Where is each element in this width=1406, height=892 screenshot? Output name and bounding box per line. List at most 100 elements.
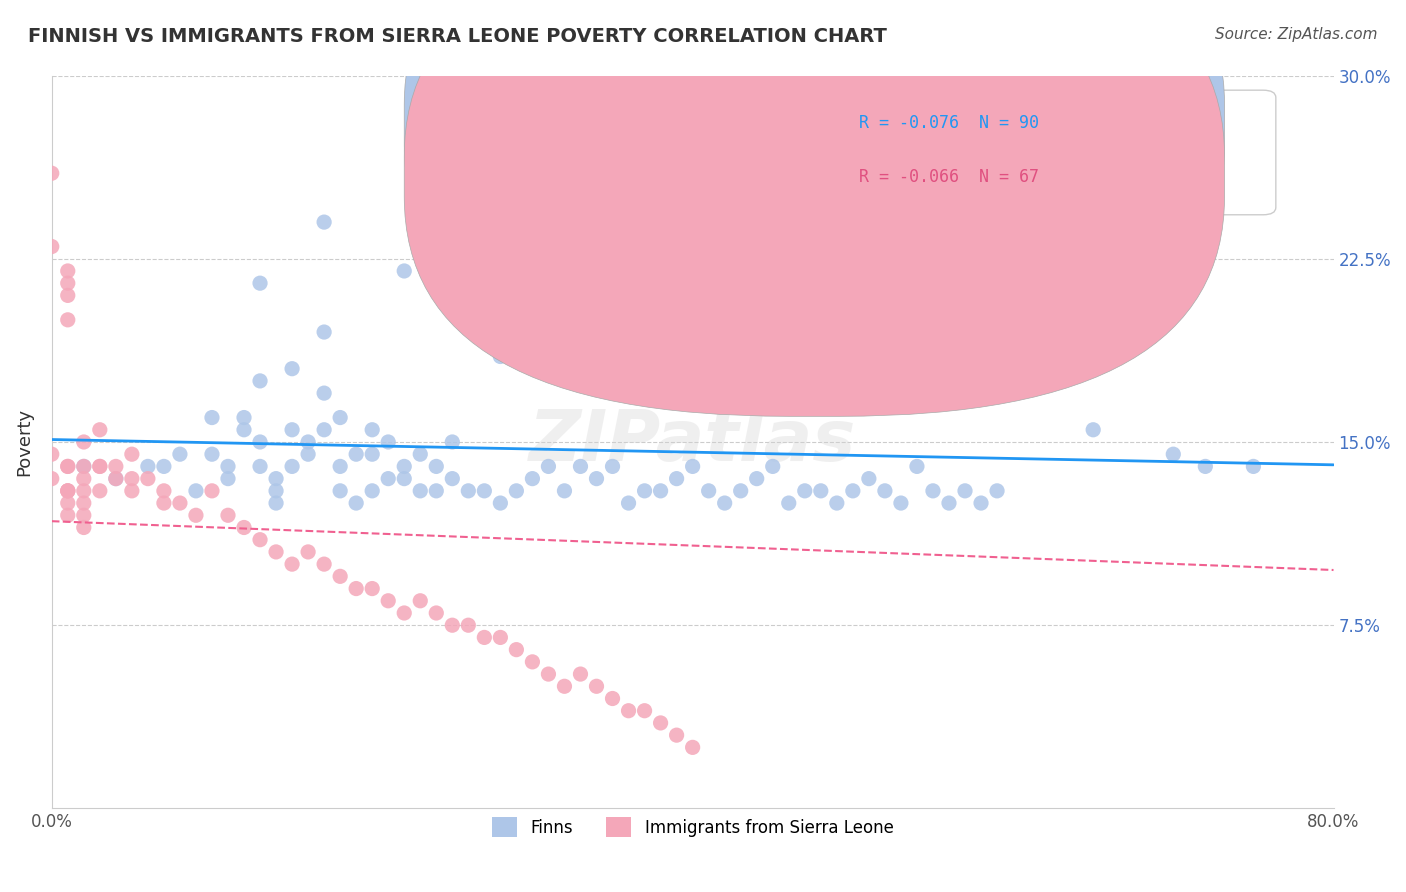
Immigrants from Sierra Leone — [56, 459, 79, 474]
Text: ZIPatlas: ZIPatlas — [529, 408, 856, 476]
Immigrants from Sierra Leone — [633, 704, 655, 718]
Immigrants from Sierra Leone — [89, 423, 111, 437]
Finns — [394, 459, 416, 474]
Immigrants from Sierra Leone — [56, 264, 79, 278]
Finns — [810, 483, 832, 498]
Immigrants from Sierra Leone — [89, 459, 111, 474]
Finns — [153, 459, 176, 474]
Immigrants from Sierra Leone — [233, 520, 256, 534]
Finns — [617, 496, 640, 510]
Finns — [344, 447, 367, 461]
Finns — [1241, 459, 1264, 474]
Finns — [1161, 447, 1184, 461]
Finns — [344, 496, 367, 510]
Finns — [778, 496, 800, 510]
Finns — [394, 472, 416, 486]
Finns — [665, 472, 688, 486]
Immigrants from Sierra Leone — [537, 667, 560, 681]
Finns — [425, 459, 447, 474]
Immigrants from Sierra Leone — [153, 496, 176, 510]
Immigrants from Sierra Leone — [602, 691, 624, 706]
Immigrants from Sierra Leone — [121, 483, 143, 498]
Immigrants from Sierra Leone — [522, 655, 544, 669]
Immigrants from Sierra Leone — [73, 459, 96, 474]
Finns — [249, 374, 271, 388]
Finns — [361, 423, 384, 437]
Finns — [457, 483, 479, 498]
Finns — [329, 483, 352, 498]
Finns — [938, 496, 960, 510]
Immigrants from Sierra Leone — [56, 459, 79, 474]
Text: R = -0.076  N = 90: R = -0.076 N = 90 — [859, 114, 1039, 132]
Immigrants from Sierra Leone — [344, 582, 367, 596]
Immigrants from Sierra Leone — [121, 447, 143, 461]
Immigrants from Sierra Leone — [56, 508, 79, 523]
Finns — [970, 496, 993, 510]
Immigrants from Sierra Leone — [249, 533, 271, 547]
Finns — [361, 483, 384, 498]
Immigrants from Sierra Leone — [169, 496, 191, 510]
Finns — [264, 472, 287, 486]
Finns — [329, 459, 352, 474]
FancyBboxPatch shape — [763, 90, 1275, 215]
Finns — [569, 459, 592, 474]
Finns — [281, 459, 304, 474]
Immigrants from Sierra Leone — [104, 472, 127, 486]
Finns — [873, 483, 896, 498]
Finns — [249, 434, 271, 449]
Finns — [537, 459, 560, 474]
Immigrants from Sierra Leone — [217, 508, 239, 523]
Immigrants from Sierra Leone — [441, 618, 464, 632]
Finns — [1083, 423, 1105, 437]
Immigrants from Sierra Leone — [89, 459, 111, 474]
Finns — [264, 483, 287, 498]
Immigrants from Sierra Leone — [56, 483, 79, 498]
Immigrants from Sierra Leone — [73, 520, 96, 534]
Finns — [136, 459, 159, 474]
Immigrants from Sierra Leone — [89, 483, 111, 498]
Immigrants from Sierra Leone — [281, 557, 304, 571]
Finns — [585, 472, 607, 486]
Finns — [281, 361, 304, 376]
Finns — [762, 459, 785, 474]
Finns — [233, 423, 256, 437]
Finns — [217, 459, 239, 474]
Finns — [394, 264, 416, 278]
Immigrants from Sierra Leone — [409, 594, 432, 608]
Immigrants from Sierra Leone — [682, 740, 704, 755]
Finns — [905, 459, 928, 474]
Immigrants from Sierra Leone — [472, 631, 495, 645]
Finns — [314, 386, 336, 401]
Finns — [264, 496, 287, 510]
Finns — [201, 447, 224, 461]
Finns — [281, 423, 304, 437]
Immigrants from Sierra Leone — [394, 606, 416, 620]
Finns — [377, 472, 399, 486]
Immigrants from Sierra Leone — [553, 679, 575, 693]
Immigrants from Sierra Leone — [264, 545, 287, 559]
Finns — [249, 276, 271, 290]
Finns — [682, 459, 704, 474]
Finns — [329, 410, 352, 425]
Immigrants from Sierra Leone — [314, 557, 336, 571]
Finns — [201, 410, 224, 425]
Immigrants from Sierra Leone — [41, 472, 63, 486]
Finns — [682, 239, 704, 253]
Immigrants from Sierra Leone — [73, 434, 96, 449]
Finns — [489, 350, 512, 364]
Finns — [842, 483, 865, 498]
Immigrants from Sierra Leone — [361, 582, 384, 596]
Finns — [713, 496, 735, 510]
Immigrants from Sierra Leone — [56, 276, 79, 290]
Finns — [441, 434, 464, 449]
Immigrants from Sierra Leone — [121, 472, 143, 486]
Finns — [1194, 459, 1216, 474]
Immigrants from Sierra Leone — [505, 642, 527, 657]
Immigrants from Sierra Leone — [585, 679, 607, 693]
Immigrants from Sierra Leone — [41, 166, 63, 180]
Immigrants from Sierra Leone — [73, 483, 96, 498]
Finns — [858, 472, 880, 486]
Finns — [745, 472, 768, 486]
Finns — [522, 202, 544, 217]
Immigrants from Sierra Leone — [73, 508, 96, 523]
